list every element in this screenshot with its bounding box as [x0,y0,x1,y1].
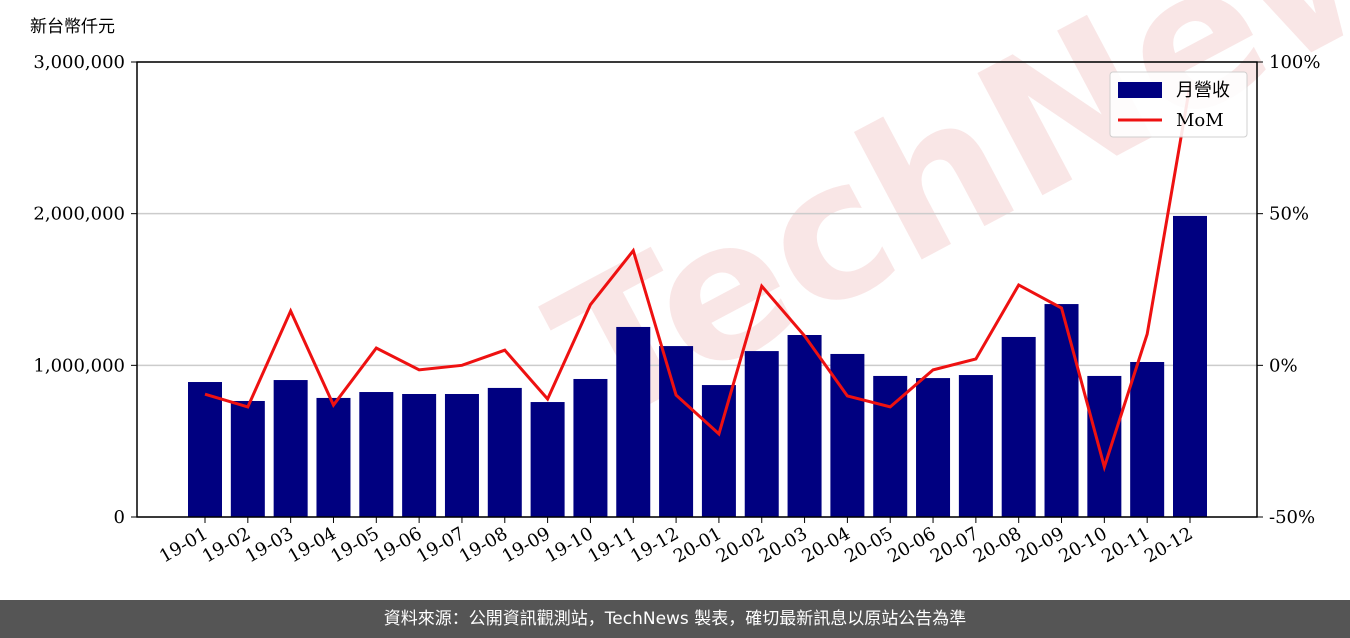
bar [1130,361,1165,517]
bar [1001,336,1036,517]
bar [188,382,222,517]
x-tick-label: 19-01 [156,523,211,567]
y-tick-label: 3,000,000 [33,52,125,73]
plot-frame [136,61,1258,518]
y2-tick-label: -50% [1269,507,1315,528]
bar [530,402,565,517]
bar [873,375,908,517]
y-axis-label: 新台幣仟元 [30,17,115,37]
bar [359,392,394,517]
x-tick-label: 19-06 [370,523,425,567]
y-tick-label: 1,000,000 [33,355,125,376]
y2-tick-label: 50% [1269,204,1309,225]
x-tick-label: 19-02 [199,523,254,567]
bar [958,375,993,517]
legend-swatch [1118,82,1162,98]
bar [230,400,265,517]
x-tick-label: 20-09 [1013,523,1068,567]
bar [444,393,479,517]
legend-label: 月營收 [1176,80,1230,101]
x-tick-label: 20-02 [713,523,768,567]
bar [1173,215,1207,518]
y2-tick-label: 0% [1269,355,1298,376]
bar [1044,304,1079,517]
footer: 資料來源：公開資訊觀測站，TechNews 製表，確切最新訊息以原站公告為準 [0,600,1350,638]
bar [916,378,951,517]
x-tick-label: 19-09 [499,523,554,567]
x-tick-label: 20-08 [970,523,1025,567]
x-tick-label: 19-08 [456,523,511,567]
bar [573,378,608,517]
y2-tick-label: 100% [1269,52,1320,73]
x-tick-label: 20-01 [670,523,725,567]
chart: TechNews 新台幣仟元 01,000,0002,000,0003,000,… [30,0,1350,567]
x-tick-label: 19-05 [327,523,382,567]
bar [273,380,308,517]
x-tick-label: 19-07 [413,523,468,567]
bar [402,393,437,517]
x-tick-label: 20-10 [1055,523,1110,567]
x-tick-label: 20-06 [884,523,939,567]
bar [616,326,651,517]
legend-label: MoM [1176,110,1224,131]
bar [787,335,822,517]
line [204,84,1192,473]
x-tick-label: 20-03 [756,523,811,567]
x-tick-label: 19-12 [627,523,682,567]
bar [659,346,694,517]
y-tick-label: 0 [114,507,125,528]
x-tick-label: 19-04 [285,523,340,567]
x-tick-label: 20-12 [1141,523,1196,567]
x-tick-label: 20-11 [1098,523,1153,567]
y-tick-label: 2,000,000 [33,204,125,225]
bar [487,387,522,517]
x-tick-label: 19-10 [541,523,596,567]
x-tick-label: 19-11 [584,523,639,567]
x-tick-label: 20-07 [927,523,982,567]
x-tick-label: 20-04 [798,523,853,567]
x-tick-label: 19-03 [242,523,297,567]
bar [744,351,779,517]
x-tick-label: 20-05 [841,523,896,567]
bar [1087,375,1122,517]
bar [316,397,351,517]
bar [701,385,736,517]
